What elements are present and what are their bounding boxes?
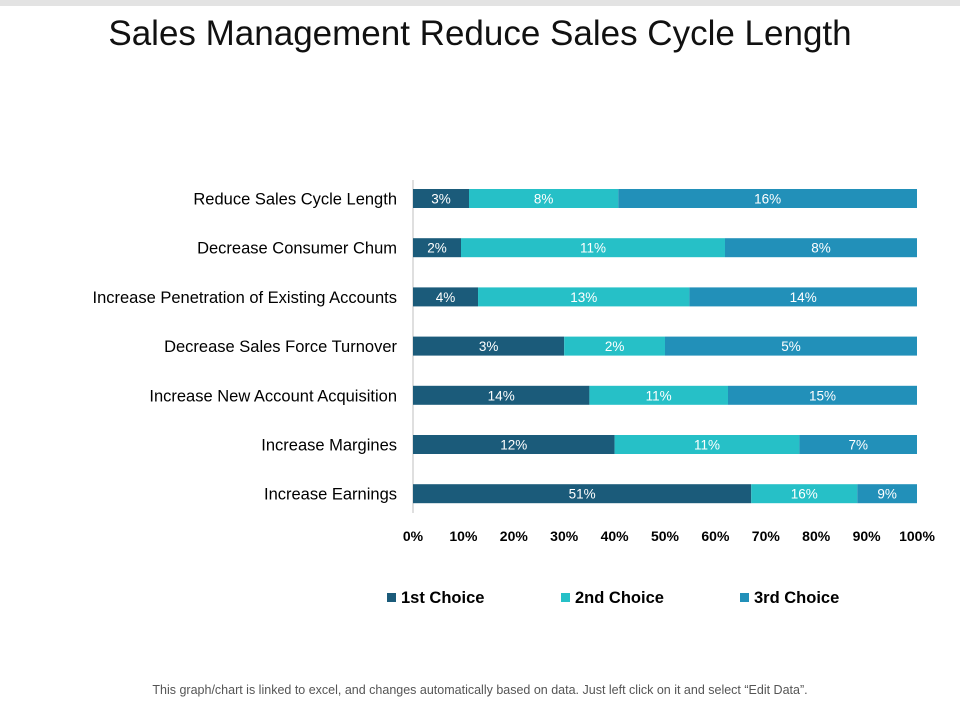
bar-2nd-choice <box>564 336 665 356</box>
data-label: 14% <box>488 388 515 403</box>
data-label: 9% <box>877 487 897 502</box>
bar-3rd-choice <box>857 484 917 504</box>
bar-1st-choice <box>413 287 479 307</box>
bar-1st-choice <box>413 385 590 405</box>
bar-3rd-choice <box>799 435 917 454</box>
data-label: 51% <box>569 487 596 502</box>
bar-3rd-choice <box>689 287 917 307</box>
category-label: Reduce Sales Cycle Length <box>193 191 397 209</box>
bar-3rd-choice <box>725 238 917 258</box>
data-label: 3% <box>479 339 499 354</box>
data-label: 8% <box>534 192 554 207</box>
category-label: Decrease Sales Force Turnover <box>164 338 397 356</box>
data-label: 4% <box>436 290 456 305</box>
x-tick-label: 0% <box>403 528 424 544</box>
data-label: 11% <box>580 241 606 256</box>
x-tick-label: 100% <box>899 528 935 544</box>
bar-2nd-choice <box>614 435 800 454</box>
data-label: 16% <box>754 192 781 207</box>
bar-2nd-choice <box>478 287 690 307</box>
page-title: Sales Management Reduce Sales Cycle Leng… <box>108 14 852 53</box>
bar-3rd-choice <box>618 189 917 208</box>
x-tick-label: 90% <box>853 528 882 544</box>
bar-3rd-choice <box>728 385 917 405</box>
bar-2nd-choice <box>589 385 728 405</box>
x-tick-label: 70% <box>752 528 781 544</box>
x-tick-label: 50% <box>651 528 680 544</box>
data-label: 13% <box>570 290 597 305</box>
bar-1st-choice <box>413 336 565 356</box>
category-label: Increase Penetration of Existing Account… <box>92 289 397 307</box>
bar-2nd-choice <box>751 484 858 504</box>
data-label: 3% <box>431 192 451 207</box>
x-tick-label: 10% <box>449 528 478 544</box>
top-rule <box>0 0 960 6</box>
data-label: 15% <box>809 388 836 403</box>
data-label: 8% <box>811 241 831 256</box>
legend-label: 3rd Choice <box>754 589 839 607</box>
x-tick-label: 20% <box>500 528 529 544</box>
category-label: Increase New Account Acquisition <box>149 387 397 405</box>
data-label: 11% <box>646 388 672 403</box>
data-label: 14% <box>790 290 817 305</box>
category-label: Decrease Consumer Chum <box>197 240 397 258</box>
legend-label: 1st Choice <box>401 589 484 607</box>
category-label: Increase Earnings <box>264 486 397 504</box>
x-tick-label: 80% <box>802 528 831 544</box>
data-label: 2% <box>427 241 447 256</box>
x-tick-label: 60% <box>701 528 730 544</box>
bar-1st-choice <box>413 189 469 208</box>
legend-swatch <box>561 593 570 602</box>
data-label: 7% <box>848 438 868 453</box>
x-tick-label: 30% <box>550 528 579 544</box>
bar-1st-choice <box>413 484 752 504</box>
bar-3rd-choice <box>665 336 917 356</box>
bar-2nd-choice <box>469 189 619 208</box>
x-tick-label: 40% <box>601 528 630 544</box>
data-label: 11% <box>694 438 720 453</box>
legend-swatch <box>387 593 396 602</box>
data-label: 12% <box>500 438 527 453</box>
legend-label: 2nd Choice <box>575 589 664 607</box>
bar-2nd-choice <box>461 238 725 258</box>
footer-note: This graph/chart is linked to excel, and… <box>152 683 808 697</box>
data-label: 5% <box>781 339 801 354</box>
data-label: 16% <box>791 487 818 502</box>
data-label: 2% <box>605 339 625 354</box>
legend-swatch <box>740 593 749 602</box>
bar-1st-choice <box>413 238 461 258</box>
category-label: Increase Margines <box>261 437 397 455</box>
bar-1st-choice <box>413 435 615 454</box>
